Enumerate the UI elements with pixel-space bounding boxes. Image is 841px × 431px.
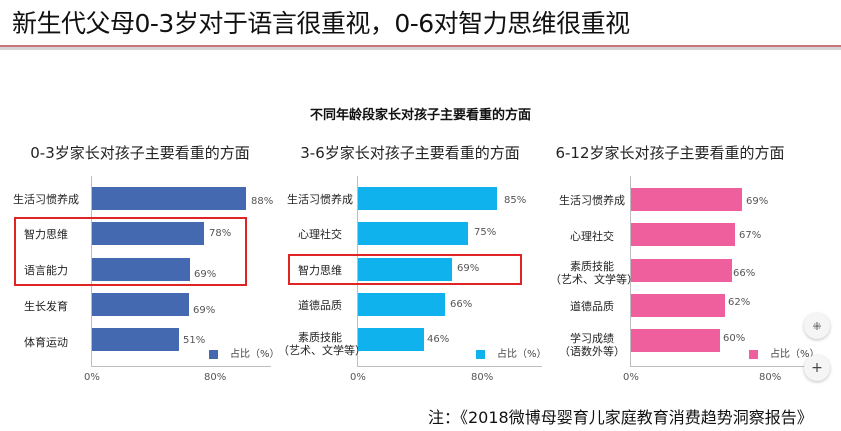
category-label: 素质技能 [570, 260, 614, 273]
legend-label: 占比（%） [497, 349, 547, 360]
chart-group-title: 不同年龄段家长对孩子主要看重的方面 [309, 108, 531, 123]
legend: 占比（%） [749, 345, 820, 360]
category-label: 智力思维 [24, 228, 68, 241]
category-label: 语言能力 [24, 264, 68, 277]
category-label: 道德品质 [570, 300, 614, 313]
y-axis [630, 176, 631, 366]
value-label: 69% [194, 269, 217, 280]
chart-6-12: 6-12岁家长对孩子主要看重的方面 生活习惯养成 心理社交 素质技能 （艺术、文… [550, 130, 841, 390]
value-label: 67% [739, 230, 762, 241]
legend-label: 占比（%） [770, 349, 820, 360]
page-title: 新生代父母0-3岁对于语言很重视，0-6对智力思维很重视 [12, 9, 630, 38]
x-tick: 0% [623, 372, 639, 383]
category-label: （艺术、文学等） [550, 273, 638, 286]
category-label: （艺术、文学等） [278, 344, 366, 357]
collapse-button[interactable]: ⁜ [804, 313, 830, 339]
bar [631, 329, 720, 352]
value-label: 51% [183, 335, 206, 346]
value-label: 85% [504, 195, 527, 206]
x-tick: 80% [471, 372, 494, 383]
category-label: 学习成绩 [570, 332, 614, 345]
bar [92, 222, 204, 245]
zoom-in-button[interactable]: + [804, 355, 830, 381]
bar [358, 328, 424, 351]
x-tick: 80% [204, 372, 227, 383]
y-axis [357, 176, 358, 366]
chart-title: 6-12岁家长对孩子主要看重的方面 [555, 144, 785, 162]
category-label: 生长发育 [24, 300, 68, 313]
chart-title: 0-3岁家长对孩子主要看重的方面 [30, 144, 250, 162]
bar [631, 188, 742, 211]
category-label: 心理社交 [298, 228, 342, 241]
highlight-box [288, 254, 522, 285]
value-label: 62% [728, 297, 751, 308]
legend: 占比（%） [476, 345, 547, 360]
collapse-icon: ⁜ [812, 319, 822, 333]
chart-3-6: 3-6岁家长对孩子主要看重的方面 生活习惯养成 心理社交 智力思维 道德品质 素… [278, 130, 550, 390]
bar [631, 259, 732, 282]
value-label: 78% [209, 228, 232, 239]
value-label: 66% [450, 299, 473, 310]
legend-swatch [749, 349, 758, 359]
value-label: 66% [733, 268, 756, 279]
source-footnote: 注：《2018微博母婴育儿家庭教育消费趋势洞察报告》 [428, 408, 813, 427]
bar [358, 258, 452, 281]
chart-title: 3-6岁家长对孩子主要看重的方面 [300, 144, 520, 162]
category-label: 素质技能 [298, 331, 342, 344]
x-axis [357, 366, 542, 367]
chart-0-3: 0-3岁家长对孩子主要看重的方面 生活习惯养成 智力思维 语言能力 生长发育 体… [0, 130, 280, 390]
value-label: 75% [474, 227, 497, 238]
bar [92, 328, 179, 351]
category-label: 道德品质 [298, 299, 342, 312]
legend-swatch [476, 349, 485, 359]
x-axis [630, 366, 815, 367]
legend-label: 占比（%） [230, 349, 280, 360]
value-label: 60% [723, 333, 746, 344]
x-tick: 0% [350, 372, 366, 383]
y-axis [91, 176, 92, 366]
plus-icon: + [811, 360, 823, 376]
bar [631, 223, 735, 246]
bar [358, 222, 468, 245]
value-label: 46% [427, 334, 450, 345]
bar [631, 294, 725, 317]
bar [92, 258, 190, 281]
title-divider-shadow [0, 47, 841, 50]
category-label: 生活习惯养成 [287, 193, 353, 206]
value-label: 69% [746, 196, 769, 207]
x-tick: 0% [84, 372, 100, 383]
value-label: 69% [193, 305, 216, 316]
bar [358, 293, 445, 316]
category-label: 心理社交 [570, 230, 614, 243]
highlight-box [14, 217, 247, 286]
category-label: 体育运动 [24, 336, 68, 349]
legend: 占比（%） [209, 345, 280, 360]
bar [92, 293, 189, 316]
title-divider [0, 45, 841, 47]
legend-swatch [209, 349, 218, 359]
category-label: 智力思维 [298, 264, 342, 277]
value-label: 69% [457, 263, 480, 274]
bar [92, 187, 246, 210]
x-tick: 80% [759, 372, 782, 383]
x-axis [91, 366, 271, 367]
bar [358, 187, 497, 210]
category-label: 生活习惯养成 [559, 194, 625, 207]
category-label: 生活习惯养成 [13, 193, 79, 206]
category-label: （语数外等） [559, 345, 625, 358]
value-label: 88% [251, 196, 274, 207]
